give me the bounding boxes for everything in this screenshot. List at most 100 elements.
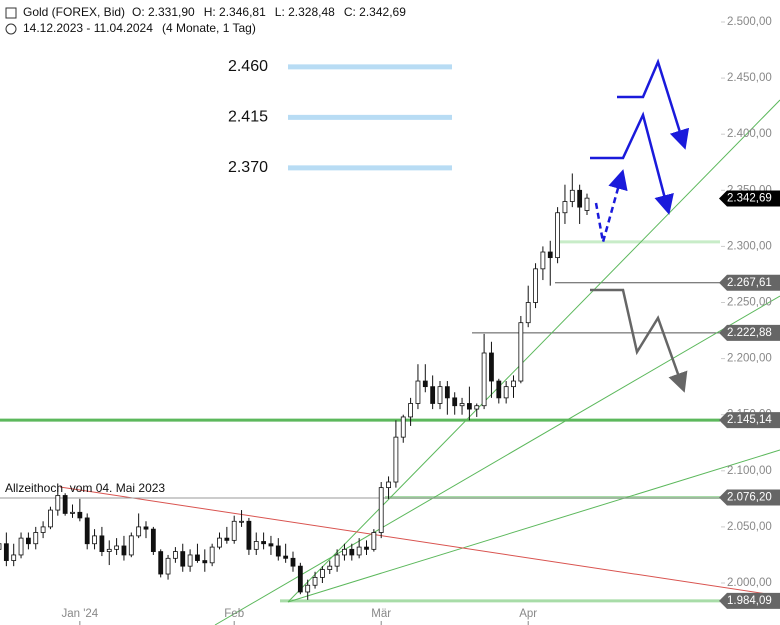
- candle-body: [231, 520, 237, 541]
- candle-body: [202, 560, 208, 564]
- price-tag: [719, 489, 780, 506]
- candle-body: [319, 569, 325, 578]
- candle-body: [364, 546, 369, 550]
- candle-body: [444, 386, 450, 399]
- trend-line: [287, 449, 780, 603]
- candle-body: [437, 386, 443, 404]
- candle-body: [577, 189, 583, 208]
- candle-body: [503, 386, 509, 399]
- candle-body: [349, 548, 355, 556]
- price-tag-label: 2.222,88: [727, 327, 772, 339]
- candle-body: [209, 546, 215, 564]
- price-tags: 2.342,69 2.267,61 2.222,88 2.145,14 2.076,20…: [719, 190, 780, 609]
- candle-body: [342, 548, 347, 556]
- candle-body: [466, 403, 472, 410]
- candle-body: [569, 189, 575, 202]
- candle-body: [430, 386, 436, 404]
- candle-body: [0, 543, 2, 550]
- arrow: [590, 288, 688, 393]
- y-tick-label: 2.300,00: [727, 240, 772, 252]
- arrow: [594, 169, 628, 243]
- candle-body: [584, 197, 590, 211]
- y-tick-label: 2.250,00: [727, 297, 772, 309]
- x-tick-label: Mär: [371, 608, 391, 620]
- trend-line: [287, 99, 780, 603]
- y-tick-label: 2.450,00: [727, 72, 772, 84]
- price-tag-label: 2.145,14: [727, 414, 772, 426]
- candle-body: [283, 555, 289, 559]
- annotation: Allzeithoch vom 04. Mai 2023: [5, 481, 165, 495]
- y-tick-label: 2.000,00: [727, 577, 772, 589]
- candle-body: [540, 251, 546, 270]
- candle-body: [180, 551, 186, 567]
- y-tick-label: 2.400,00: [727, 128, 772, 140]
- candle-body: [239, 520, 244, 523]
- arrow: [590, 111, 674, 215]
- candle-body: [312, 576, 318, 586]
- candle-body: [334, 554, 340, 567]
- candle-body: [253, 541, 259, 550]
- candle-body: [393, 436, 399, 483]
- price-tag: [719, 324, 780, 341]
- candle-body: [297, 565, 303, 593]
- candle-body: [481, 352, 487, 407]
- duration: (4 Monate, 1 Tag): [162, 21, 256, 35]
- candle-body: [92, 535, 97, 545]
- candle-body: [224, 537, 230, 541]
- price-tag-label: 2.076,20: [727, 492, 772, 504]
- candle-body: [356, 546, 362, 556]
- candle-body: [70, 511, 75, 514]
- target-label: 2.415: [228, 109, 268, 126]
- candle-body: [62, 495, 68, 514]
- candle-body: [84, 517, 90, 545]
- candle-body: [290, 557, 296, 567]
- candle-body: [143, 526, 149, 530]
- candle-body: [327, 565, 333, 570]
- candle-body: [246, 520, 252, 550]
- candle-body: [525, 302, 531, 324]
- x-tick-label: Jan '24: [61, 608, 98, 620]
- price-tag: [719, 274, 780, 291]
- candle-body: [555, 212, 560, 259]
- candle-body: [3, 543, 9, 561]
- candle-body: [511, 380, 516, 388]
- candle-body: [114, 545, 119, 550]
- candle-body: [106, 548, 112, 552]
- candle-body: [408, 403, 414, 418]
- title: Gold (FOREX, Bid): [23, 5, 125, 19]
- y-tick-label: 2.100,00: [727, 465, 772, 477]
- y-axis: 2.000,002.050,002.100,002.150,002.200,00…: [61, 16, 772, 625]
- candle-body: [150, 528, 156, 552]
- candle-body: [489, 352, 494, 382]
- candle-body: [562, 201, 568, 214]
- ohlc-summary: O: 2.331,90: [132, 5, 195, 19]
- candle-body: [474, 405, 480, 410]
- ohlc-summary: L: 2.328,48: [275, 5, 335, 19]
- candle-body: [40, 526, 46, 533]
- candle-body: [378, 487, 384, 533]
- candle-body: [18, 537, 24, 556]
- candle-body: [533, 268, 538, 303]
- candle-body: [172, 551, 178, 559]
- price-tag: [719, 190, 780, 207]
- target-label: 2.370: [228, 159, 268, 176]
- trend-line: [59, 486, 780, 597]
- candle-body: [400, 416, 406, 438]
- candle-body: [547, 251, 553, 259]
- candle-body: [99, 535, 105, 552]
- ohlc-summary: C: 2.342,69: [344, 5, 406, 19]
- levels: 2.460 2.415 2.370: [0, 58, 720, 603]
- y-tick-label: 2.050,00: [727, 521, 772, 533]
- candle-body: [55, 495, 61, 511]
- candle-body: [77, 511, 83, 519]
- arrow: [617, 58, 690, 150]
- candle-body: [261, 541, 267, 545]
- candle-body: [25, 537, 31, 545]
- candle-body: [217, 537, 222, 548]
- candle-body: [415, 380, 421, 404]
- trend-line: [214, 295, 780, 625]
- x-tick-label: Feb: [224, 608, 244, 620]
- candle-body: [136, 526, 142, 537]
- candle-body: [128, 535, 134, 556]
